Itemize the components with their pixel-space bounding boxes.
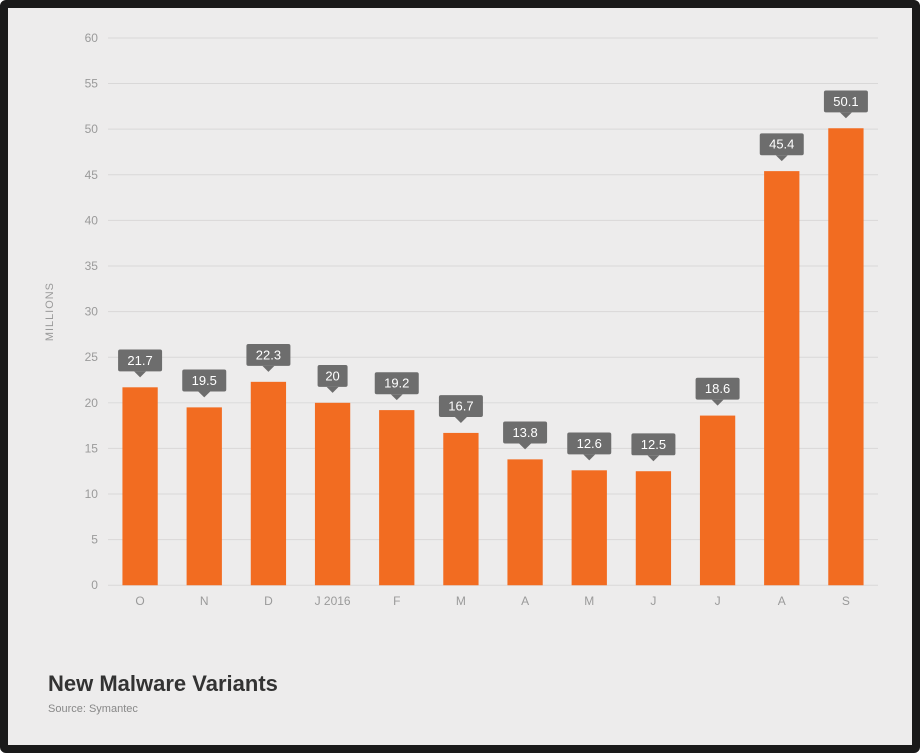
chart-frame: 0 5 10 15 20 25 30 35 40 45 50 55 60 MILLIONS O 21.7 N 19… — [0, 0, 920, 753]
value-label-pointer — [198, 391, 210, 397]
chart-area: 0 5 10 15 20 25 30 35 40 45 50 55 60 MILLIONS O 21.7 N 19… — [28, 28, 892, 635]
svg-text:50: 50 — [85, 122, 99, 136]
value-label-pointer — [327, 387, 339, 393]
value-label: 21.7 — [127, 353, 152, 368]
x-tick-label: M — [456, 594, 466, 608]
x-tick-label: J — [650, 594, 656, 608]
svg-text:45: 45 — [85, 168, 99, 182]
x-tick-label: M — [584, 594, 594, 608]
x-tick-label: A — [521, 594, 529, 608]
title-block: New Malware Variants Source: Symantec — [48, 671, 278, 715]
svg-text:10: 10 — [85, 487, 99, 501]
svg-text:60: 60 — [85, 31, 99, 45]
svg-text:30: 30 — [85, 305, 99, 319]
bar — [572, 470, 607, 585]
x-tick-label: S — [842, 594, 850, 608]
svg-text:5: 5 — [91, 533, 98, 547]
value-label-pointer — [262, 366, 274, 372]
svg-text:15: 15 — [85, 441, 99, 455]
value-label-pointer — [776, 155, 788, 161]
svg-text:35: 35 — [85, 259, 99, 273]
bar — [315, 403, 350, 585]
value-label: 18.6 — [705, 381, 730, 396]
chart-title: New Malware Variants — [48, 671, 278, 697]
bar — [700, 416, 735, 586]
svg-text:25: 25 — [85, 350, 99, 364]
value-label: 45.4 — [769, 137, 794, 152]
x-tick-label: J — [715, 594, 721, 608]
value-label: 22.3 — [256, 347, 281, 362]
value-label: 50.1 — [833, 94, 858, 109]
value-label: 16.7 — [448, 398, 473, 413]
bar-chart: 0 5 10 15 20 25 30 35 40 45 50 55 60 MILLIONS O 21.7 N 19… — [28, 28, 892, 635]
x-tick-label: N — [200, 594, 209, 608]
value-label-pointer — [455, 417, 467, 423]
bar — [379, 410, 414, 585]
bar — [764, 171, 799, 585]
value-label: 20 — [325, 368, 339, 383]
bar — [443, 433, 478, 585]
svg-text:20: 20 — [85, 396, 99, 410]
svg-text:MILLIONS: MILLIONS — [44, 282, 56, 341]
bar — [251, 382, 286, 585]
bar — [636, 471, 671, 585]
x-tick-label: A — [778, 594, 786, 608]
value-label-pointer — [840, 112, 852, 118]
bar — [187, 407, 222, 585]
x-tick-label: F — [393, 594, 400, 608]
value-label-pointer — [134, 371, 146, 377]
chart-source: Source: Symantec — [48, 703, 278, 715]
svg-text:0: 0 — [91, 578, 98, 592]
x-tick-label: O — [135, 594, 144, 608]
bar — [828, 128, 863, 585]
value-label: 12.5 — [641, 437, 666, 452]
x-tick-label: J 2016 — [315, 594, 351, 608]
value-label: 12.6 — [577, 436, 602, 451]
value-label-pointer — [583, 454, 595, 460]
value-label: 19.5 — [192, 373, 217, 388]
value-label-pointer — [647, 455, 659, 461]
bar — [507, 459, 542, 585]
value-label-pointer — [391, 394, 403, 400]
bar — [122, 387, 157, 585]
svg-text:40: 40 — [85, 213, 99, 227]
x-tick-label: D — [264, 594, 273, 608]
value-label: 19.2 — [384, 376, 409, 391]
svg-text:55: 55 — [85, 77, 99, 91]
value-label: 13.8 — [512, 425, 537, 440]
